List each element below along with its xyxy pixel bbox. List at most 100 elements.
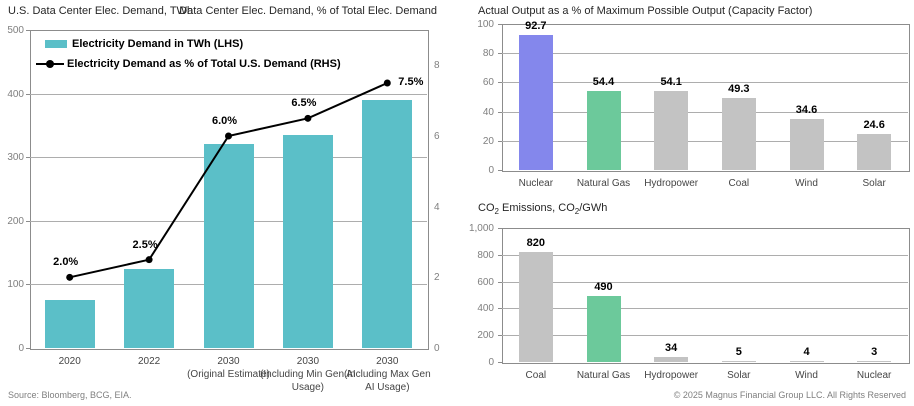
legend-item-bars: Electricity Demand in TWh (LHS) bbox=[45, 38, 243, 50]
left-chart-title: U.S. Data Center Elec. Demand, TWh bbox=[8, 5, 194, 17]
x-axis-label: Coal bbox=[525, 370, 547, 381]
left-axis-tick-label: 200 bbox=[7, 215, 24, 227]
axis-tick bbox=[26, 157, 30, 159]
right-axis-tick-label: 6 bbox=[434, 131, 440, 142]
x-axis-label: Solar bbox=[862, 178, 886, 189]
axis-tick bbox=[498, 53, 502, 55]
right-axis-tick-label: 2 bbox=[434, 272, 440, 284]
bar-value-label: 54.4 bbox=[592, 75, 615, 88]
axis-tick bbox=[498, 228, 502, 229]
bar-value-label: 34 bbox=[665, 342, 678, 355]
demand-combo-chart: U.S. Data Center Elec. Demand, TWh Data … bbox=[7, 5, 440, 393]
x-axis-label: Coal bbox=[728, 178, 750, 189]
bar-value-label: 490 bbox=[594, 281, 613, 294]
bar-value-label: 92.7 bbox=[525, 19, 547, 32]
y-axis-tick-label: 20 bbox=[482, 135, 494, 147]
bar-natural-gas bbox=[586, 296, 621, 362]
axis-tick bbox=[498, 335, 502, 337]
axis-tick bbox=[26, 93, 30, 95]
gridline bbox=[502, 308, 908, 310]
y-axis-tick-label: 40 bbox=[482, 106, 494, 118]
legend-item-label: Electricity Demand as % of Total U.S. De… bbox=[67, 58, 341, 70]
bar-2022-1 bbox=[124, 268, 175, 348]
x-axis-label: Natural Gas bbox=[576, 178, 631, 189]
axis-tick bbox=[26, 220, 30, 222]
gridline bbox=[30, 93, 427, 95]
axis-tick bbox=[498, 281, 502, 283]
axis-tick bbox=[498, 82, 502, 84]
bar-value-label: 4 bbox=[803, 346, 810, 358]
bar-value-label: 5 bbox=[735, 346, 742, 358]
x-axis-label: 2030 (Including Max Gen AI Usage) bbox=[343, 356, 431, 393]
gridline bbox=[502, 53, 908, 55]
left-axis-tick-label: 0 bbox=[18, 343, 24, 354]
bar-value-label: 34.6 bbox=[795, 104, 818, 117]
line-point-label: 6.0% bbox=[211, 115, 238, 127]
right-axis-tick-label: 0 bbox=[434, 343, 440, 354]
left-axis-tick-label: 500 bbox=[7, 25, 24, 36]
bar-2030-2 bbox=[203, 144, 254, 348]
line-point-marker bbox=[383, 79, 391, 87]
x-axis-label: 2030 (Original Estimate) bbox=[187, 356, 270, 380]
axis-tick bbox=[498, 24, 502, 25]
co2-emissions-title: CO2 Emissions, CO2/GWh bbox=[478, 202, 608, 217]
axis-tick bbox=[498, 254, 502, 256]
line-legend-marker-icon bbox=[36, 60, 64, 68]
bar-solar bbox=[721, 361, 756, 362]
bar-2030-4 bbox=[362, 99, 413, 348]
bar-2020-0 bbox=[44, 300, 95, 348]
x-axis-label: Nuclear bbox=[856, 370, 892, 381]
right-axis-tick-label: 8 bbox=[434, 60, 440, 72]
axis-tick bbox=[498, 308, 502, 310]
gridline bbox=[502, 281, 908, 283]
capacity-factor-chart: Actual Output as a % of Maximum Possible… bbox=[460, 0, 914, 200]
line-point-label: 2.0% bbox=[53, 256, 79, 269]
bar-wind bbox=[789, 119, 824, 170]
x-axis-label: Solar bbox=[727, 370, 751, 381]
bar-nuclear bbox=[857, 361, 892, 362]
right-axis-tick-label: 4 bbox=[434, 201, 440, 213]
capacity-factor-plot-area bbox=[502, 24, 910, 172]
x-axis-label: Wind bbox=[795, 178, 818, 189]
left-axis-tick-label: 100 bbox=[7, 279, 24, 291]
legend-item-label: Electricity Demand in TWh (LHS) bbox=[72, 38, 244, 50]
axis-tick bbox=[498, 170, 502, 171]
bar-nuclear bbox=[518, 34, 553, 170]
capacity-factor-title: Actual Output as a % of Maximum Possible… bbox=[478, 5, 813, 17]
left-chart-secondary-title: Data Center Elec. Demand, % of Total Ele… bbox=[179, 5, 437, 17]
y-axis-tick-label: 600 bbox=[477, 276, 494, 288]
x-axis-label: 2030 (Including Min Gen AI Usage) bbox=[260, 356, 356, 393]
line-point-marker bbox=[66, 273, 74, 281]
gridline bbox=[502, 111, 908, 113]
gridline bbox=[502, 82, 908, 84]
y-axis-tick-label: 800 bbox=[477, 249, 494, 261]
bar-coal bbox=[518, 252, 553, 362]
bar-value-label: 54.1 bbox=[660, 76, 682, 88]
bar-value-label: 24.6 bbox=[863, 119, 885, 132]
demand-percent-line bbox=[66, 79, 391, 281]
line-point-marker bbox=[145, 256, 153, 264]
bar-value-label: 49.3 bbox=[728, 83, 750, 96]
y-axis-tick-label: 0 bbox=[488, 357, 494, 368]
line-point-label: 2.5% bbox=[132, 238, 158, 251]
left-axis-tick-label: 300 bbox=[7, 152, 24, 164]
x-axis-label: Nuclear bbox=[518, 178, 554, 189]
bar-value-label: 3 bbox=[871, 346, 878, 358]
bar-value-label: 820 bbox=[526, 237, 545, 250]
y-axis-tick-label: 80 bbox=[482, 48, 494, 60]
axis-tick bbox=[498, 362, 502, 363]
bar-hydropower bbox=[654, 91, 689, 170]
x-axis-label: 2022 bbox=[137, 356, 161, 367]
copyright-note: © 2025 Magnus Financial Group LLC. All R… bbox=[673, 390, 906, 400]
line-point-marker bbox=[304, 114, 312, 122]
bar-solar bbox=[857, 134, 892, 170]
bar-2030-3 bbox=[282, 134, 333, 348]
line-point-marker bbox=[225, 132, 232, 140]
bar-legend-swatch bbox=[45, 40, 67, 48]
axis-tick bbox=[26, 284, 30, 286]
gridline bbox=[502, 254, 908, 256]
y-axis-tick-label: 0 bbox=[488, 165, 494, 176]
axis-tick bbox=[498, 140, 502, 142]
axis-tick bbox=[26, 30, 30, 31]
